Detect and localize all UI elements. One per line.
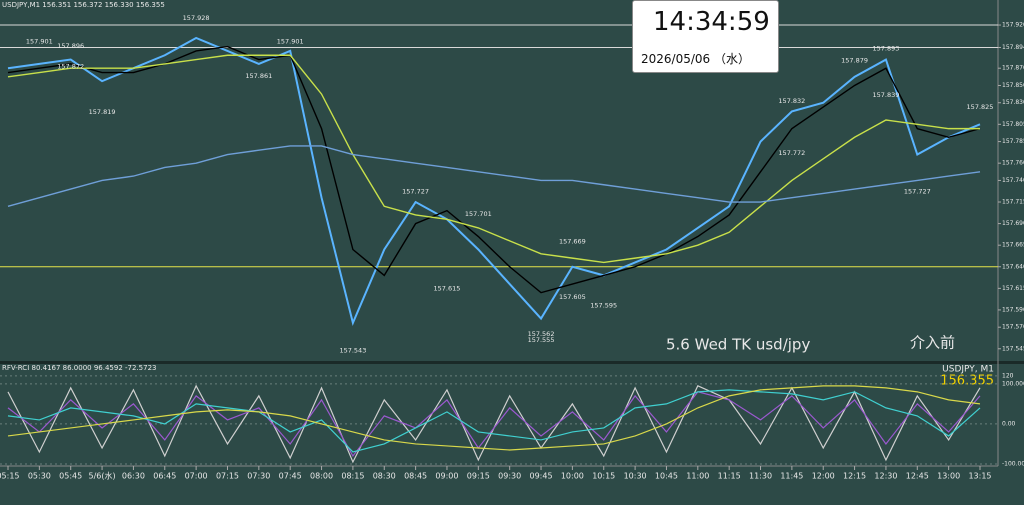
series-line xyxy=(7,145,981,208)
x-tick-label: 12:45 xyxy=(906,472,929,481)
y-tick-label: 157.715 xyxy=(1002,199,1024,206)
price-label: 157.819 xyxy=(89,108,116,116)
price-label: 157.772 xyxy=(778,149,805,157)
x-tick-label: 09:45 xyxy=(530,472,553,481)
price-label: 157.595 xyxy=(590,302,617,310)
y-tick-label: 157.850 xyxy=(1002,82,1024,89)
y-tick-label: 157.894 xyxy=(1002,44,1024,51)
x-tick-label: 09:00 xyxy=(435,472,458,481)
y-tick-label: 157.870 xyxy=(1002,65,1024,72)
x-tick-label: 08:00 xyxy=(310,472,333,481)
osc-tick-label: 120 xyxy=(1002,372,1014,379)
price-label: 157.562 xyxy=(528,330,555,338)
price-label: 157.832 xyxy=(778,97,805,105)
osc-header: RFV-RCI 80.4167 86.0000 96.4592 -72.5723 xyxy=(2,364,156,372)
series-line xyxy=(7,391,981,458)
y-tick-label: 157.920 xyxy=(1002,22,1024,29)
y-tick-label: 157.805 xyxy=(1002,121,1024,128)
y-tick-label: 157.590 xyxy=(1002,306,1024,313)
y-tick-label: 157.740 xyxy=(1002,177,1024,184)
x-tick-label: 12:00 xyxy=(812,472,835,481)
price-label: 157.872 xyxy=(57,62,84,70)
price-label: 157.825 xyxy=(967,103,994,111)
x-tick-label: 07:15 xyxy=(216,472,239,481)
x-tick-label: 09:15 xyxy=(467,472,490,481)
series-line xyxy=(7,385,981,451)
price-label: 157.701 xyxy=(465,210,492,218)
price-label: 157.727 xyxy=(904,188,931,196)
series-line xyxy=(7,36,981,327)
x-tick-label: 07:00 xyxy=(185,472,208,481)
osc-tick-label: -100.0000 xyxy=(1002,460,1024,467)
y-tick-label: 157.615 xyxy=(1002,285,1024,292)
x-tick-label: 11:30 xyxy=(749,472,772,481)
x-tick-label: 11:15 xyxy=(718,472,741,481)
price-label: 157.605 xyxy=(559,293,586,301)
x-tick-label: 12:30 xyxy=(874,472,897,481)
clock-time: 14:34:59 xyxy=(653,7,770,37)
osc-tick-label: 100.0000 xyxy=(1002,380,1024,387)
x-tick-label: 5/6(水) xyxy=(89,471,116,481)
pane-separator xyxy=(0,361,1024,364)
x-tick-label: 08:45 xyxy=(404,472,427,481)
price-label: 157.615 xyxy=(434,284,461,292)
x-tick-label: 09:30 xyxy=(498,472,521,481)
x-tick-label: 06:45 xyxy=(153,472,176,481)
x-tick-label: 08:30 xyxy=(373,472,396,481)
x-tick-label: 11:45 xyxy=(780,472,803,481)
x-tick-label: 07:45 xyxy=(279,472,302,481)
osc-tick-label: 0.00 xyxy=(1002,420,1016,427)
x-tick-label: 05:15 xyxy=(0,472,20,481)
y-tick-label: 157.690 xyxy=(1002,220,1024,227)
series-line xyxy=(7,54,980,264)
series-line xyxy=(7,45,981,294)
x-tick-label: 07:30 xyxy=(247,472,270,481)
price-label: 157.901 xyxy=(26,37,53,45)
y-tick-label: 157.545 xyxy=(1002,345,1024,352)
x-tick-label: 05:30 xyxy=(28,472,51,481)
price-label: 157.893 xyxy=(872,44,899,52)
price-label: 157.896 xyxy=(57,42,84,50)
price-label: 157.543 xyxy=(339,347,366,355)
price-label: 157.839 xyxy=(872,91,899,99)
x-tick-label: 08:15 xyxy=(341,472,364,481)
price-label: 157.901 xyxy=(277,37,304,45)
symbol: USDJPY, M1 xyxy=(942,365,994,375)
price-label: 157.861 xyxy=(245,72,272,80)
last-price: 156.355 xyxy=(940,374,994,389)
price-label: 157.879 xyxy=(841,56,868,64)
note2: 介入前 xyxy=(910,334,955,352)
x-tick-label: 05:45 xyxy=(59,472,82,481)
x-tick-label: 11:00 xyxy=(686,472,709,481)
x-tick-label: 10:00 xyxy=(561,472,584,481)
y-tick-label: 157.830 xyxy=(1002,99,1024,106)
x-tick-label: 10:45 xyxy=(655,472,678,481)
x-tick-label: 10:30 xyxy=(624,472,647,481)
price-label: 157.669 xyxy=(559,238,586,246)
y-tick-label: 157.760 xyxy=(1002,160,1024,167)
x-tick-label: 13:00 xyxy=(937,472,960,481)
x-tick-label: 10:15 xyxy=(592,472,615,481)
series-line xyxy=(7,389,981,453)
price-label: 157.928 xyxy=(183,14,210,22)
clock-date: 2026/05/06 （水） xyxy=(641,52,750,66)
note: 5.6 Wed TK usd/jpy xyxy=(666,336,810,354)
y-tick-label: 157.665 xyxy=(1002,242,1024,249)
x-tick-label: 06:30 xyxy=(122,472,145,481)
price-label: 157.727 xyxy=(402,188,429,196)
y-tick-label: 157.785 xyxy=(1002,138,1024,145)
clock: 14:34:59 2026/05/06 （水） xyxy=(632,0,779,73)
x-tick-label: 13:15 xyxy=(968,472,991,481)
y-tick-label: 157.640 xyxy=(1002,263,1024,270)
x-tick-label: 12:15 xyxy=(843,472,866,481)
price-label: 157.555 xyxy=(528,336,555,344)
header: USDJPY,M1 156.351 156.372 156.330 156.35… xyxy=(2,1,165,9)
y-tick-label: 157.570 xyxy=(1002,324,1024,331)
